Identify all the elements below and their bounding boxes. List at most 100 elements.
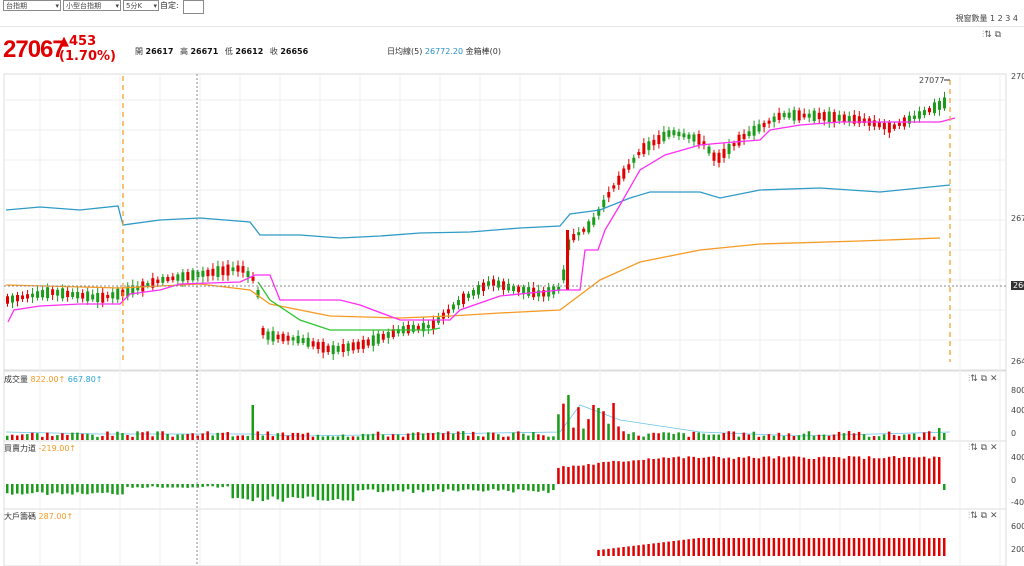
- force-bar: [271, 484, 275, 497]
- candle-body: [326, 345, 330, 353]
- volume-bar: [76, 432, 79, 440]
- candle-body: [51, 289, 55, 295]
- force-bar: [742, 457, 746, 484]
- chips-bar: [782, 538, 786, 556]
- candle-body: [366, 339, 370, 346]
- candle-body: [507, 283, 511, 291]
- volume-axis-label: 800: [1011, 386, 1024, 395]
- force-bar: [246, 484, 250, 500]
- candle-body: [777, 112, 781, 120]
- volume-bar: [121, 433, 124, 440]
- candle-body: [482, 282, 486, 291]
- custom-input[interactable]: [183, 0, 204, 14]
- candle-body: [657, 135, 661, 145]
- expand-icon[interactable]: ⧉: [980, 511, 988, 521]
- candle-body: [356, 341, 360, 350]
- candle-body: [597, 208, 601, 216]
- force-bar: [336, 484, 340, 499]
- contract-select[interactable]: 小型台指期 ▾: [63, 0, 121, 11]
- chips-bar: [802, 538, 806, 556]
- volume-bar: [171, 436, 174, 440]
- volume-bar: [396, 434, 400, 440]
- interval-select[interactable]: 5分K ▾: [123, 0, 159, 11]
- volume-bar: [266, 431, 270, 440]
- candle-body: [201, 270, 205, 277]
- candle-body: [456, 300, 460, 306]
- force-bar: [96, 484, 99, 493]
- force-bar: [917, 457, 921, 484]
- open-value: 26617: [145, 47, 174, 56]
- force-bar: [11, 484, 14, 495]
- candle-body: [56, 289, 60, 296]
- volume-bar: [852, 433, 856, 440]
- force-bar: [161, 484, 164, 488]
- force-bar: [376, 484, 380, 492]
- volume-bar: [932, 436, 936, 440]
- candle-body: [917, 111, 921, 119]
- close-icon[interactable]: ✕: [989, 443, 998, 453]
- settings-sliders-icon[interactable]: ⫶⇅: [982, 30, 992, 40]
- expand-icon[interactable]: ⧉: [980, 374, 988, 384]
- settings-sliders-icon[interactable]: ⫶⇅: [968, 374, 978, 384]
- panel-frame: [3, 370, 1007, 442]
- force-bar: [66, 484, 69, 494]
- close-icon[interactable]: ✕: [989, 374, 998, 384]
- volume-bar: [867, 436, 871, 440]
- candle-body: [537, 290, 541, 297]
- candle-body: [807, 113, 811, 118]
- force-bar: [847, 456, 851, 484]
- volume-bar: [326, 435, 330, 440]
- settings-sliders-icon[interactable]: ⫶⇅: [968, 511, 978, 521]
- candle-body: [587, 221, 591, 233]
- chips-bar: [617, 547, 620, 556]
- window-count[interactable]: 視窗數量 1 2 3 4: [955, 14, 1018, 23]
- chips-bar: [787, 538, 791, 556]
- volume-bar: [371, 433, 375, 440]
- candle-body: [566, 230, 569, 290]
- close-icon[interactable]: ✕: [989, 511, 998, 521]
- volume-bar: [436, 432, 440, 440]
- price-marker: 27077: [919, 76, 945, 85]
- force-bar: [632, 460, 635, 484]
- candle-body: [156, 279, 160, 283]
- candle-body: [637, 152, 641, 156]
- candle-body: [381, 333, 385, 340]
- chips-bars: [597, 538, 946, 556]
- chips-bar: [882, 538, 886, 556]
- volume-bar: [21, 434, 24, 440]
- candle-body: [171, 276, 175, 281]
- force-bar: [426, 484, 430, 491]
- chips-bar: [767, 538, 771, 556]
- force-bar: [777, 456, 781, 484]
- candle-body: [446, 309, 450, 314]
- volume-bar: [612, 402, 615, 440]
- open-label: 開: [135, 47, 143, 56]
- candle-body: [406, 324, 410, 334]
- ma-pink-line: [7, 117, 956, 323]
- expand-icon[interactable]: ⧉: [994, 30, 1002, 40]
- force-bar: [21, 484, 24, 495]
- volume-bar: [406, 433, 410, 440]
- volume-bar: [767, 434, 771, 440]
- force-bar: [26, 484, 29, 494]
- force-bar: [767, 456, 771, 484]
- volume-bar: [166, 434, 169, 440]
- candle-body: [787, 112, 791, 118]
- volume-bar: [181, 434, 184, 440]
- candle-body: [577, 232, 581, 236]
- force-bar: [597, 462, 600, 484]
- candle-body: [61, 288, 65, 299]
- volume-bar: [426, 432, 430, 440]
- force-bar: [186, 484, 189, 488]
- volume-bar: [577, 407, 580, 440]
- symbol-select[interactable]: 台指期 ▾: [3, 0, 61, 11]
- candle-body: [772, 116, 776, 122]
- candle-body: [627, 164, 631, 170]
- settings-sliders-icon[interactable]: ⫶⇅: [968, 443, 978, 453]
- volume-bar: [81, 433, 84, 440]
- force-bar: [436, 484, 440, 490]
- chevron-down-icon: ▾: [115, 2, 119, 10]
- expand-icon[interactable]: ⧉: [980, 443, 988, 453]
- candle-body: [797, 110, 801, 121]
- chevron-down-icon: ▾: [153, 2, 157, 10]
